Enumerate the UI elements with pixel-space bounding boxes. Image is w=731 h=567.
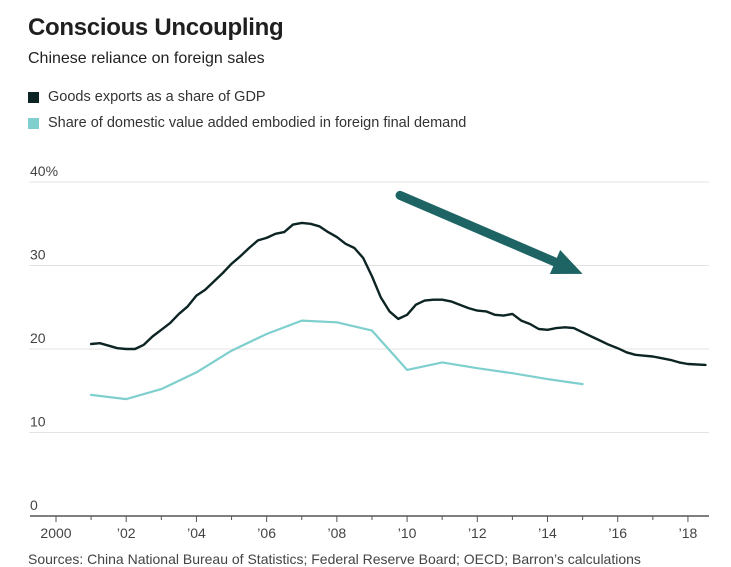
legend-label-value-added: Share of domestic value added embodied i… xyxy=(48,115,467,131)
series-line-value-added xyxy=(90,319,584,401)
y-tick-label: 40% xyxy=(30,163,58,179)
x-tick-label: ’14 xyxy=(538,525,557,541)
x-tick-label: ’06 xyxy=(257,525,276,541)
legend-label-exports: Goods exports as a share of GDP xyxy=(48,89,266,105)
annotation-layer xyxy=(395,190,583,274)
x-tick-label: ’10 xyxy=(398,525,417,541)
x-tick-label: ’08 xyxy=(328,525,347,541)
chart-title: Conscious Uncoupling xyxy=(28,14,284,41)
x-tick-label: ’02 xyxy=(117,525,136,541)
series-layer xyxy=(89,221,707,401)
y-tick-label: 10 xyxy=(30,414,46,430)
legend: Goods exports as a share of GDP Share of… xyxy=(28,87,466,139)
trend-arrow xyxy=(395,190,583,274)
legend-item-value-added: Share of domestic value added embodied i… xyxy=(28,113,466,133)
legend-swatch-exports xyxy=(28,91,39,103)
y-tick-label: 30 xyxy=(30,247,46,263)
x-tick-label: ’16 xyxy=(608,525,627,541)
chart-subtitle: Chinese reliance on foreign sales xyxy=(28,50,265,67)
x-tick-label: ’18 xyxy=(679,525,698,541)
y-tick-label: 0 xyxy=(30,497,38,513)
y-tick-label: 20 xyxy=(30,330,46,346)
source-note: Sources: China National Bureau of Statis… xyxy=(28,551,641,567)
x-tick-label: 2000 xyxy=(40,525,71,541)
trend-arrow-shaft xyxy=(395,190,560,267)
trend-arrow-head xyxy=(549,250,583,274)
grid-layer xyxy=(29,181,709,433)
x-tick-label: ’12 xyxy=(468,525,487,541)
legend-item-exports: Goods exports as a share of GDP xyxy=(28,87,466,107)
series-line-exports xyxy=(89,221,707,367)
legend-swatch-value-added xyxy=(28,117,39,129)
x-tick-label: ’04 xyxy=(187,525,206,541)
axis-layer: 0 10 20 30 40% 2000 ’02 ’04 ’06 ’08 ’10 ’12 ’14 ’16 ’1… xyxy=(30,163,709,541)
